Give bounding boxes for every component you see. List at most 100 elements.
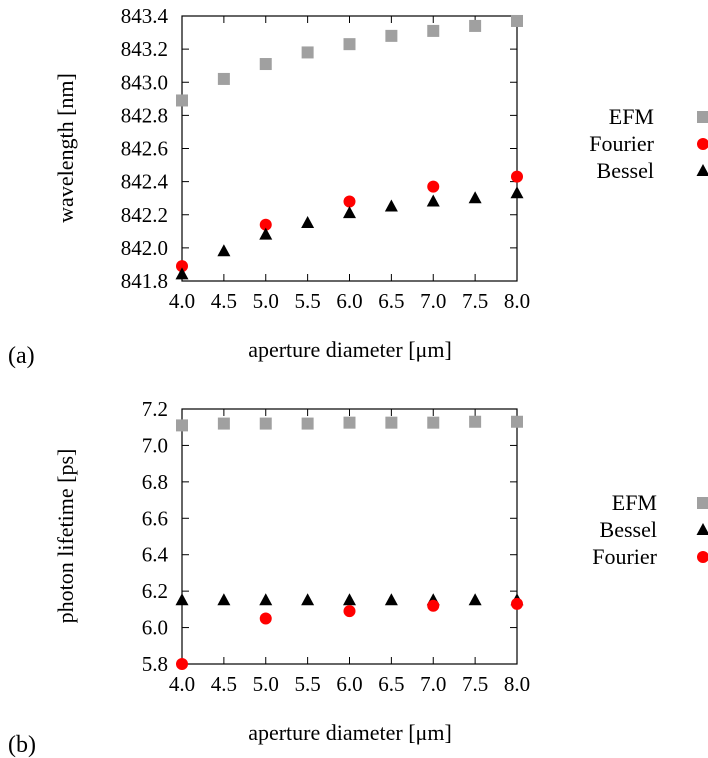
y-tick-label: 842.2: [121, 203, 168, 227]
data-point-efm: [427, 24, 440, 37]
y-tick-label: 6.4: [142, 543, 169, 567]
data-point-efm: [511, 14, 523, 27]
y-tick-label: 7.2: [142, 397, 168, 421]
x-axis-label: aperture diameter [μm]: [248, 337, 452, 362]
legend-marker-bessel: [696, 164, 708, 176]
series-bessel: [175, 593, 524, 606]
x-tick-label: 4.0: [169, 289, 195, 313]
data-point-fourier: [511, 170, 523, 183]
data-point-efm: [385, 29, 398, 42]
x-tick-label: 5.0: [253, 289, 279, 313]
data-point-efm: [343, 38, 356, 51]
x-tick-label: 8.0: [504, 289, 530, 313]
series-fourier: [176, 597, 523, 670]
x-tick-label: 4.5: [211, 672, 237, 696]
y-tick-label: 6.6: [142, 506, 168, 530]
y-tick-label: 842.0: [121, 236, 168, 260]
x-tick-label: 6.5: [378, 289, 404, 313]
y-tick-label: 842.4: [121, 170, 169, 194]
x-tick-label: 6.5: [378, 672, 404, 696]
data-point-efm: [511, 415, 523, 428]
x-tick-label: 4.0: [169, 672, 195, 696]
x-tick-label: 5.5: [295, 672, 321, 696]
panel-a: 4.0 4.5 5.0 5.5 6.0 6.5 7.0 7.5 8.0 841.8 842.0 842…: [8, 4, 708, 369]
y-tick-label: 7.0: [142, 433, 168, 457]
plot-frame: [181, 15, 518, 282]
y-tick-label: 843.2: [121, 37, 168, 61]
data-point-efm: [176, 94, 188, 107]
y-tick-label: 6.2: [142, 579, 168, 603]
data-point-efm: [343, 416, 356, 429]
data-point-fourier: [427, 599, 440, 612]
y-tick-label: 843.0: [121, 70, 168, 94]
legend-label: Fourier: [589, 131, 654, 156]
data-point-fourier: [427, 180, 440, 193]
data-point-bessel: [343, 206, 356, 219]
x-tick-label: 8.0: [504, 672, 530, 696]
legend-label: Bessel: [600, 517, 657, 542]
data-point-bessel: [343, 593, 356, 606]
panel-label: (b): [8, 732, 36, 758]
data-point-bessel: [217, 244, 231, 257]
y-tick-label: 841.8: [121, 269, 168, 293]
data-point-bessel: [217, 593, 231, 606]
x-tick-label: 5.0: [253, 672, 279, 696]
legend-marker-efm: [697, 111, 708, 123]
data-point-efm: [301, 417, 314, 430]
data-point-bessel: [175, 267, 189, 280]
x-axis-label: aperture diameter [μm]: [248, 720, 452, 745]
y-axis-label: wavelength [nm]: [53, 73, 78, 223]
series-efm: [176, 14, 523, 107]
y-tick-label: 6.0: [142, 616, 168, 640]
x-tick-label: 7.0: [420, 672, 446, 696]
data-point-efm: [385, 416, 398, 429]
legend-label: Fourier: [592, 544, 657, 569]
legend-label: EFM: [609, 104, 654, 129]
x-tick-label: 6.0: [336, 672, 362, 696]
data-point-bessel: [468, 593, 482, 606]
legend-marker-bessel: [696, 523, 708, 535]
x-tick-label: 7.0: [420, 289, 446, 313]
series-bessel: [175, 186, 524, 280]
data-point-fourier: [343, 195, 356, 208]
data-point-efm: [301, 46, 314, 59]
legend-marker-fourier: [697, 551, 708, 563]
data-point-bessel: [259, 227, 273, 240]
y-axis-label: photon lifetime [ps]: [53, 449, 78, 624]
series-fourier: [176, 170, 523, 273]
x-tick-label: 6.0: [336, 289, 362, 313]
data-point-efm: [217, 72, 230, 85]
data-point-fourier: [259, 612, 272, 625]
data-point-bessel: [384, 593, 398, 606]
legend-marker-fourier: [697, 138, 708, 150]
data-point-efm: [176, 419, 188, 432]
series-efm: [176, 415, 523, 432]
data-point-efm: [469, 19, 482, 32]
data-point-bessel: [301, 593, 315, 606]
data-point-fourier: [511, 597, 523, 610]
legend-label: EFM: [612, 490, 657, 515]
x-tick-label: 5.5: [295, 289, 321, 313]
legend-marker-efm: [697, 497, 708, 509]
data-point-efm: [217, 417, 230, 430]
plot-frame: [181, 408, 518, 665]
data-point-fourier: [259, 218, 272, 231]
panel-label: (a): [8, 343, 35, 369]
x-tick-label: 7.5: [462, 289, 488, 313]
y-tick-label: 842.8: [121, 103, 168, 127]
data-point-bessel: [468, 191, 482, 204]
data-point-efm: [259, 417, 272, 430]
data-point-efm: [259, 58, 272, 71]
x-tick-label: 4.5: [211, 289, 237, 313]
data-point-fourier: [176, 260, 188, 273]
legend-label: Bessel: [597, 158, 654, 183]
y-tick-label: 843.4: [121, 4, 169, 28]
y-tick-label: 6.8: [142, 470, 168, 494]
data-point-fourier: [343, 605, 356, 618]
data-point-fourier: [176, 658, 188, 670]
data-point-bessel: [259, 593, 273, 606]
data-point-efm: [469, 415, 482, 428]
